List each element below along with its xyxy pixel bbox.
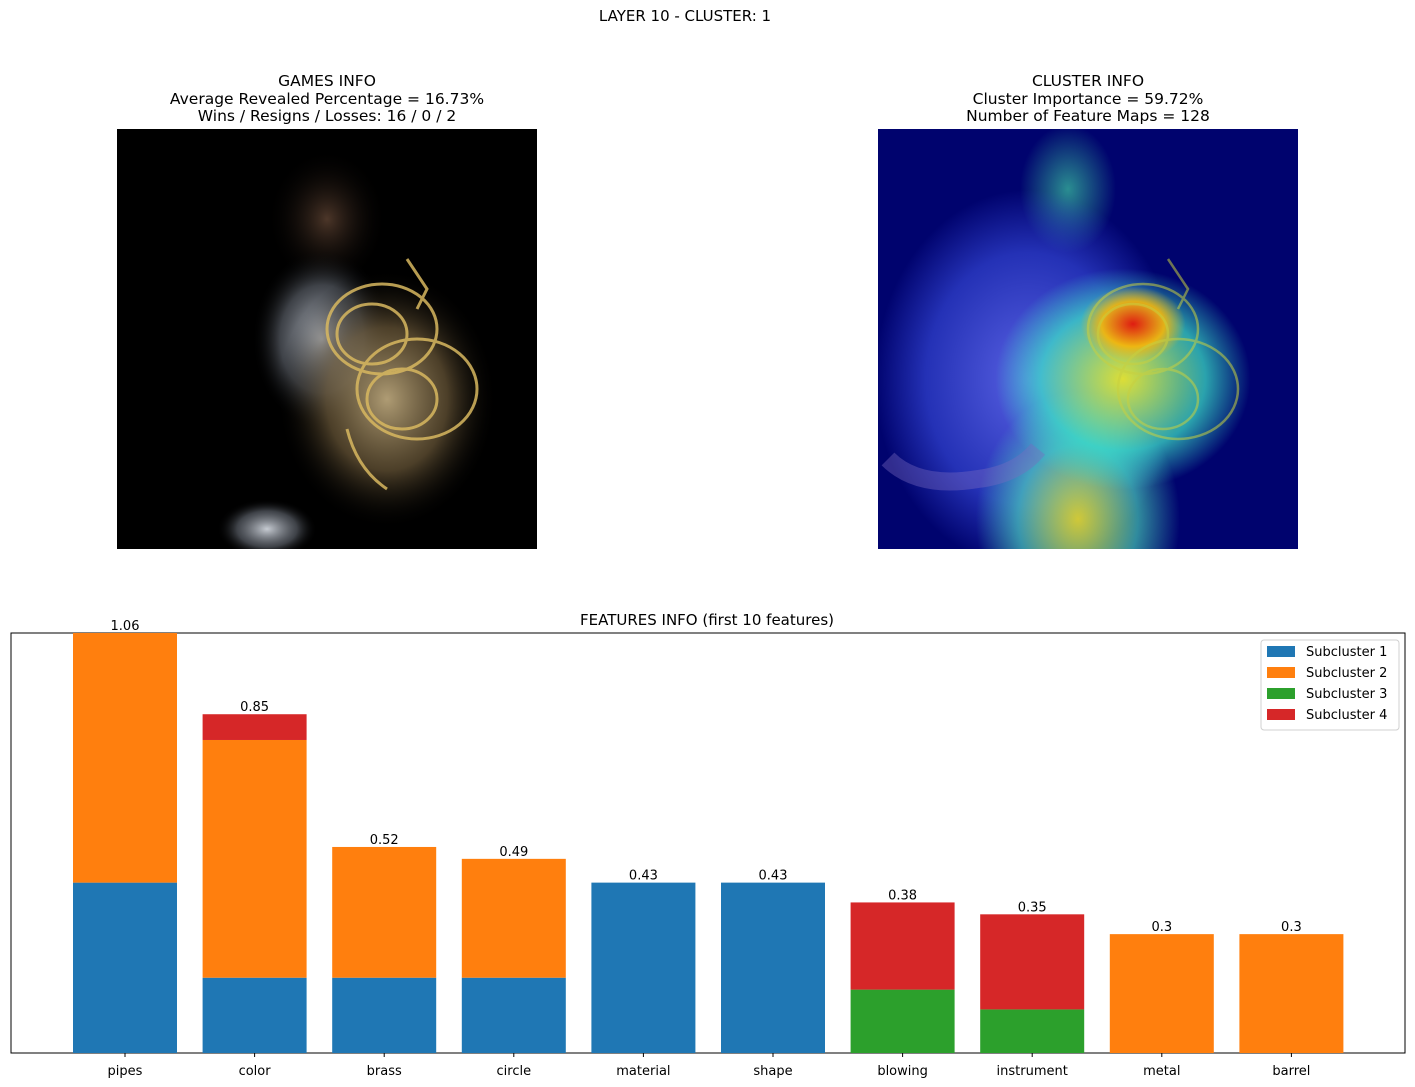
bar-brass-subcluster-1 — [332, 977, 437, 1053]
bar-pipes-subcluster-2 — [73, 633, 177, 883]
bar-total-label: 0.38 — [888, 888, 917, 903]
bar-color-subcluster-2 — [202, 739, 307, 978]
legend-swatch-subcluster-2 — [1267, 667, 1295, 678]
cluster-info-importance: Cluster Importance = 59.72% — [972, 89, 1204, 108]
games-info-title: GAMES INFO Average Revealed Percentage =… — [27, 72, 627, 126]
bar-circle-subcluster-1 — [461, 977, 566, 1053]
cluster-info-heading: CLUSTER INFO — [1031, 72, 1145, 90]
x-tick-label: blowing — [877, 1064, 928, 1079]
bar-instrument-subcluster-4 — [980, 914, 1085, 1010]
bar-blowing-subcluster-3 — [850, 989, 955, 1053]
legend-swatch-subcluster-4 — [1267, 709, 1295, 720]
x-tick-label: circle — [497, 1064, 532, 1079]
bar-total-label: 0.43 — [629, 869, 658, 884]
legend-label-subcluster-2: Subcluster 2 — [1306, 666, 1387, 681]
bar-instrument-subcluster-3 — [980, 1009, 1085, 1053]
chart-title: FEATURES INFO (first 10 features) — [580, 611, 834, 629]
cluster-heatmap-image — [878, 129, 1298, 549]
legend-swatch-subcluster-1 — [1267, 646, 1295, 657]
bar-pipes-subcluster-1 — [73, 882, 177, 1053]
x-tick-label: instrument — [997, 1064, 1068, 1079]
revealed-image — [117, 129, 537, 549]
bars-layer — [73, 633, 1344, 1053]
figure-title: LAYER 10 - CLUSTER: 1 — [598, 7, 772, 25]
x-tick-label: barrel — [1272, 1064, 1310, 1079]
bar-shape-subcluster-1 — [721, 882, 825, 1053]
cluster-info-feature-maps: Number of Feature Maps = 128 — [966, 107, 1210, 125]
legend-label-subcluster-4: Subcluster 4 — [1306, 708, 1387, 723]
bar-total-label: 0.3 — [1281, 920, 1302, 935]
bar-total-label: 0.35 — [1018, 900, 1047, 915]
bar-color-subcluster-4 — [202, 714, 307, 740]
x-tick-label: material — [616, 1064, 670, 1079]
bar-metal-subcluster-2 — [1109, 934, 1214, 1053]
labels-layer: 1.06 0.85 0.52 0.49 0.43 0.43 0.38 0.35 0.3 0.3 — [111, 619, 1302, 935]
x-tick-label: brass — [367, 1064, 402, 1079]
bar-total-label: 0.85 — [240, 700, 269, 715]
x-tick-label: pipes — [108, 1064, 143, 1079]
bar-blowing-subcluster-4 — [850, 902, 955, 990]
bar-circle-subcluster-2 — [461, 858, 566, 978]
bar-material-subcluster-1 — [591, 882, 696, 1053]
x-tick-label: metal — [1143, 1064, 1180, 1079]
x-ticks-layer: pipes color brass circle material shape blowin… — [108, 1053, 1310, 1079]
games-info-heading: GAMES INFO — [278, 72, 376, 90]
bar-barrel-subcluster-2 — [1239, 934, 1344, 1053]
legend: Subcluster 1 Subcluster 2 Subcluster 3 Subc… — [1260, 639, 1400, 731]
bar-total-label: 0.49 — [499, 845, 528, 860]
revealed-image-drawing — [117, 129, 537, 549]
x-tick-label: color — [239, 1064, 272, 1079]
bar-total-label: 0.3 — [1151, 920, 1172, 935]
bar-total-label: 1.06 — [111, 619, 140, 634]
x-tick-label: shape — [753, 1064, 792, 1079]
bar-brass-subcluster-2 — [332, 846, 437, 978]
cluster-info-title: CLUSTER INFO Cluster Importance = 59.72%… — [788, 72, 1388, 126]
bar-total-label: 0.52 — [370, 833, 399, 848]
legend-swatch-subcluster-3 — [1267, 688, 1295, 699]
legend-label-subcluster-3: Subcluster 3 — [1306, 687, 1387, 702]
legend-box — [1260, 639, 1400, 731]
games-info-revealed: Average Revealed Percentage = 16.73% — [169, 89, 485, 108]
legend-label-subcluster-1: Subcluster 1 — [1306, 645, 1387, 660]
plot-area — [10, 632, 1406, 1054]
games-info-record: Wins / Resigns / Losses: 16 / 0 / 2 — [197, 107, 457, 125]
cluster-heatmap-drawing — [881, 258, 1240, 491]
bar-total-label: 0.43 — [759, 869, 788, 884]
bar-color-subcluster-1 — [202, 977, 307, 1053]
